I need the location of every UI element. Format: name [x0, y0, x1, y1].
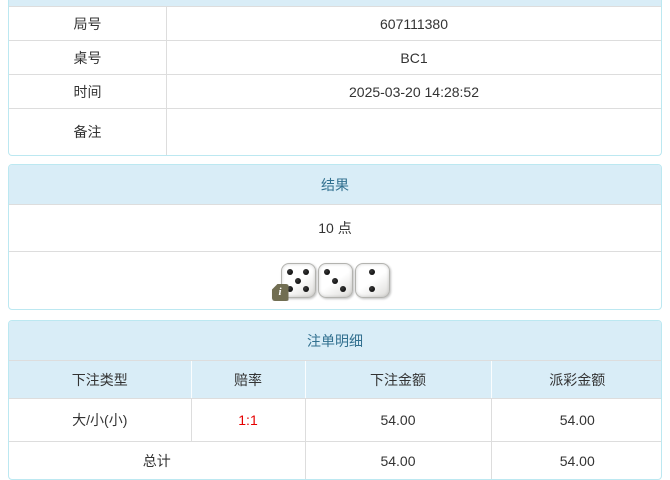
bet-amount-value: 54.00 [304, 398, 491, 442]
game-info-table: 局号 607111380 桌号 BC1 时间 2025-03-20 14:28:… [9, 7, 661, 155]
col-payout-amount: 派彩金额 [490, 361, 661, 399]
remark-value [167, 109, 662, 156]
game-info-panel: 局号 607111380 桌号 BC1 时间 2025-03-20 14:28:… [8, 0, 662, 156]
bet-details-panel: 注单明细 下注类型 赔率 下注金额 派彩金额 大/小(小) 1:1 54.00 … [8, 320, 662, 480]
game-info-heading-strip [9, 0, 661, 7]
dice-row: i [9, 252, 661, 309]
result-panel: 结果 10 点 i [8, 164, 662, 310]
table-id-label: 桌号 [9, 40, 167, 75]
total-row: 总计 54.00 54.00 [9, 441, 661, 479]
table-id-value: BC1 [166, 40, 661, 75]
time-value: 2025-03-20 14:28:52 [166, 74, 661, 109]
table-header-row: 下注类型 赔率 下注金额 派彩金额 [9, 361, 661, 399]
info-icon[interactable]: i [271, 284, 289, 301]
total-payout-amount: 54.00 [490, 441, 661, 479]
bet-type-value: 大/小(小) [9, 398, 191, 442]
table-row: 备注 [9, 108, 662, 156]
payout-amount-value: 54.00 [490, 398, 661, 442]
die-face-2 [354, 263, 390, 298]
table-row: 桌号 BC1 [9, 40, 661, 75]
col-bet-amount: 下注金额 [304, 361, 491, 399]
table-row: 时间 2025-03-20 14:28:52 [9, 74, 661, 109]
result-points: 10 点 [9, 205, 661, 252]
round-id-label: 局号 [9, 7, 167, 41]
dice-strip: i [271, 263, 391, 301]
bet-row: 大/小(小) 1:1 54.00 54.00 [9, 398, 661, 442]
total-bet-amount: 54.00 [304, 441, 491, 479]
round-id-value: 607111380 [166, 7, 661, 41]
col-odds: 赔率 [190, 361, 305, 399]
die-face-3 [317, 263, 353, 298]
bet-details-table: 下注类型 赔率 下注金额 派彩金额 大/小(小) 1:1 54.00 54.00… [9, 361, 661, 479]
total-label: 总计 [142, 452, 171, 469]
table-row: 局号 607111380 [9, 7, 661, 41]
time-label: 时间 [9, 74, 167, 109]
bet-details-title: 注单明细 [9, 321, 661, 361]
odds-value: 1:1 [190, 398, 305, 442]
col-bet-type: 下注类型 [9, 361, 191, 399]
remark-label: 备注 [9, 108, 167, 155]
result-panel-title: 结果 [9, 165, 661, 205]
